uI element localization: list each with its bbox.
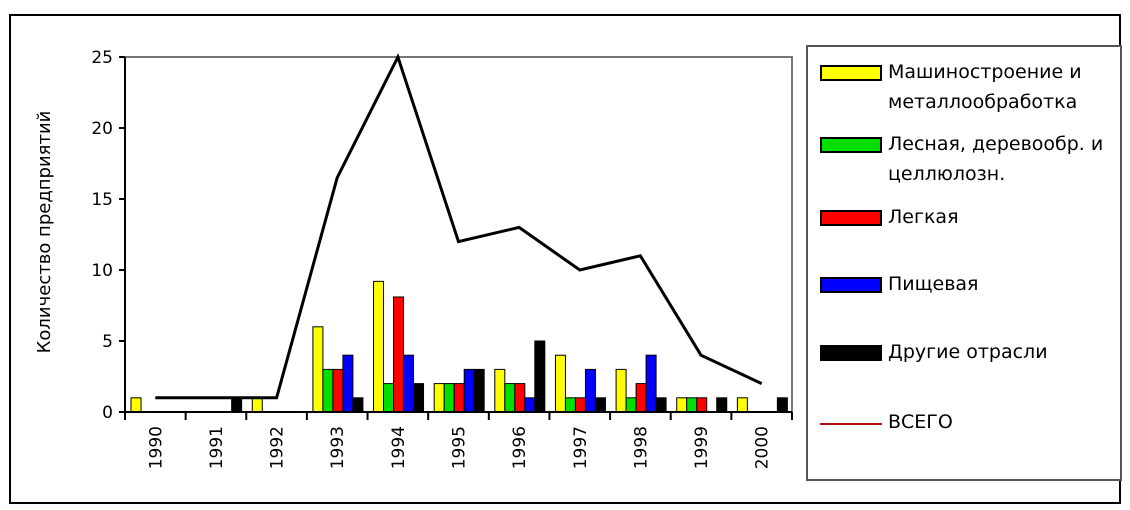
legend-swatch [820, 345, 882, 361]
x-tick-label: 1995 [450, 426, 470, 469]
bar [534, 340, 546, 413]
legend-swatch [820, 210, 882, 226]
bar [676, 397, 688, 413]
y-tick-label: 20 [91, 119, 113, 139]
bar [736, 397, 748, 413]
bar [716, 397, 728, 413]
y-tick-label: 10 [91, 261, 113, 281]
legend: Машиностроение и металлообработка Лесная… [806, 45, 1122, 481]
legend-swatch [820, 277, 882, 293]
bar [373, 280, 385, 413]
bar [403, 354, 415, 413]
legend-label: Пищевая [888, 273, 979, 295]
x-tick-label: 1991 [207, 426, 227, 469]
bar [413, 383, 425, 413]
x-tick-label: 1998 [631, 426, 651, 469]
legend-label: Машиностроение и металлообработка [888, 61, 1082, 113]
bar [554, 354, 566, 413]
total-line [155, 53, 763, 400]
bar [443, 383, 455, 413]
bar [594, 397, 606, 413]
legend-label: Лесная, деревообр. и целлюлозн. [888, 133, 1104, 185]
legend-label: Другие отрасли [888, 341, 1048, 363]
x-tick-label: 1990 [146, 426, 166, 469]
bar [524, 397, 536, 413]
bar [494, 368, 506, 413]
legend-swatch [820, 137, 882, 153]
x-tick-label: 1992 [268, 426, 288, 469]
bar [332, 368, 344, 413]
bar [504, 383, 516, 413]
bar [574, 397, 586, 413]
bar [453, 383, 465, 413]
bar [635, 383, 647, 413]
x-tick-label: 1993 [328, 426, 348, 469]
bar [312, 326, 324, 413]
bar [231, 397, 243, 413]
bar [463, 368, 475, 413]
bar [342, 354, 354, 413]
legend-line-swatch [820, 423, 882, 425]
y-tick-label: 25 [91, 48, 113, 68]
legend-label: ВСЕГО [888, 411, 953, 433]
x-tick-label: 1999 [692, 426, 712, 469]
bar [383, 383, 395, 413]
legend-swatch [820, 65, 882, 81]
bar [686, 397, 698, 413]
bar [625, 397, 637, 413]
x-tick-label: 2000 [753, 426, 773, 469]
bar [130, 397, 142, 413]
y-tick-label: 15 [91, 190, 113, 210]
bar [433, 383, 445, 413]
x-tick-label: 1997 [571, 426, 591, 469]
plot-border [124, 56, 793, 413]
bar [584, 368, 596, 413]
bar [251, 397, 263, 413]
x-tick-label: 1996 [510, 426, 530, 469]
bar [322, 368, 334, 413]
bar [564, 397, 576, 413]
bar [615, 368, 627, 413]
bar [776, 397, 788, 413]
y-tick-label: 5 [102, 332, 113, 352]
bar [393, 296, 405, 413]
bar [473, 368, 485, 413]
y-axis-label: Количество предприятий [34, 111, 55, 354]
x-tick-label: 1994 [389, 426, 409, 469]
bar [645, 354, 657, 413]
legend-label: Легкая [888, 206, 959, 228]
y-tick-label: 0 [102, 403, 113, 423]
bar [655, 397, 667, 413]
bar [514, 383, 526, 413]
bar [352, 397, 364, 413]
bar [696, 397, 708, 413]
plot-area: 0 5 10 15 20 25 1990 1991 1992 1993 1994 1995 1996 19… [91, 48, 793, 469]
